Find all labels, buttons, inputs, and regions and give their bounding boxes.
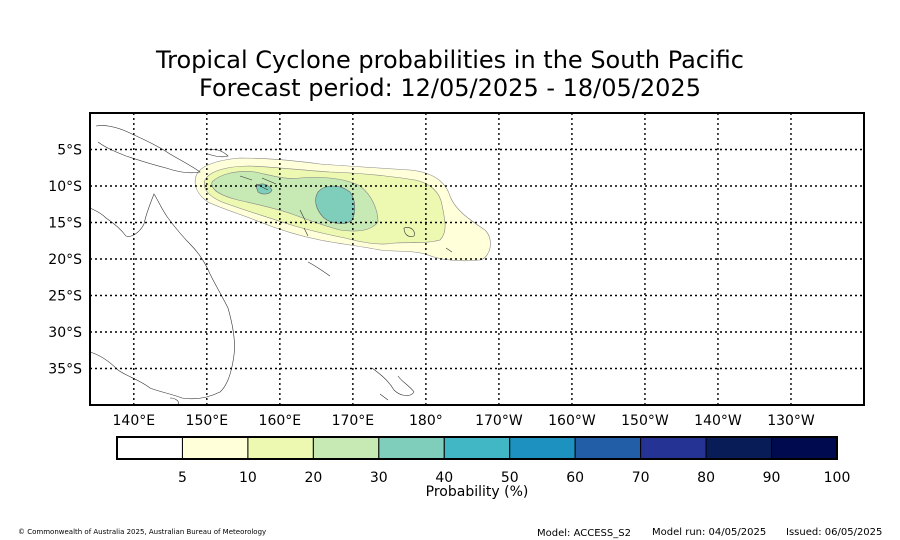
colorbar-tick-label: 100 <box>824 470 851 486</box>
model-run-date: Model run: 04/05/2025 <box>652 527 766 538</box>
australia-coastline <box>89 193 235 400</box>
lat-tick-label: 10°S <box>48 179 82 195</box>
new-guinea-coastline <box>95 125 201 174</box>
colorbar-tick-label: 50 <box>501 470 519 486</box>
gridlines <box>90 113 864 405</box>
copyright-text: © Commonwealth of Australia 2025, Austra… <box>18 528 266 536</box>
lon-tick-label: 180° <box>409 413 443 429</box>
model-name: Model: ACCESS_S2 <box>537 528 631 539</box>
colorbar <box>116 436 838 460</box>
lat-tick-label: 30°S <box>48 325 82 341</box>
colorbar-segment <box>705 436 773 460</box>
lon-tick-label: 160°W <box>548 413 596 429</box>
contour-30-40 <box>315 185 356 224</box>
new-caledonia-coastline <box>307 261 331 277</box>
colorbar-tick-label: 20 <box>304 470 322 486</box>
new-zealand-coastline <box>371 367 415 401</box>
lon-tick-label: 170°E <box>332 413 375 429</box>
probability-contours <box>194 157 491 262</box>
lat-tick-label: 35°S <box>48 362 82 378</box>
colorbar-segment <box>443 436 511 460</box>
lon-tick-label: 150°W <box>621 413 669 429</box>
colorbar-tick-label: 60 <box>566 470 584 486</box>
lat-tick-label: 25°S <box>48 289 82 305</box>
lat-tick-label: 5°S <box>57 143 82 159</box>
samoa-coastline <box>445 247 453 253</box>
chart-subtitle: Forecast period: 12/05/2025 - 18/05/2025 <box>199 74 701 102</box>
colorbar-segment <box>312 436 380 460</box>
colorbar-tick-label: 5 <box>178 470 187 486</box>
lon-tick-label: 140°E <box>113 413 156 429</box>
issued-date: Issued: 06/05/2025 <box>786 527 882 538</box>
colorbar-tick-label: 30 <box>370 470 388 486</box>
vanuatu-coastline <box>299 209 309 237</box>
colorbar-tick-label: 70 <box>632 470 650 486</box>
colorbar-tick-label: 80 <box>697 470 715 486</box>
chart-title: Tropical Cyclone probabilities in the So… <box>156 46 744 74</box>
colorbar-segment <box>771 436 838 460</box>
colorbar-tick-label: 90 <box>763 470 781 486</box>
new-britain-coastline <box>205 148 229 158</box>
lon-tick-label: 140°W <box>694 413 742 429</box>
colorbar-tick-label: 40 <box>435 470 453 486</box>
colorbar-segment <box>378 436 445 460</box>
colorbar-segment <box>640 436 707 460</box>
colorbar-segment <box>509 436 576 460</box>
fiji-coastline <box>403 227 415 237</box>
tasmania-coastline <box>169 397 179 405</box>
map-frame <box>89 112 865 406</box>
solomon-islands-coastline <box>239 175 277 191</box>
lat-tick-label: 15°S <box>48 216 82 232</box>
colorbar-label: Probability (%) <box>426 484 529 500</box>
longitude-labels: 140°E 150°E 160°E 170°E 180° 170°W 160°W 150°W 1… <box>113 413 815 429</box>
colorbar-frame <box>116 436 838 460</box>
colorbar-segment <box>116 436 183 460</box>
lon-tick-label: 150°E <box>186 413 229 429</box>
colorbar-tick-label: 10 <box>239 470 257 486</box>
lon-tick-label: 160°E <box>259 413 302 429</box>
latitude-labels: 5°S 10°S 15°S 20°S 25°S 30°S 35°S <box>48 143 82 378</box>
colorbar-tick-labels: 5 10 20 30 40 50 60 70 80 90 100 <box>178 470 850 486</box>
lat-tick-label: 20°S <box>48 252 82 268</box>
colorbar-segment <box>574 436 642 460</box>
lon-tick-label: 170°W <box>475 413 523 429</box>
lon-tick-label: 130°W <box>767 413 815 429</box>
colorbar-segment <box>247 436 314 460</box>
colorbar-segment <box>181 436 249 460</box>
coastlines <box>89 125 453 405</box>
